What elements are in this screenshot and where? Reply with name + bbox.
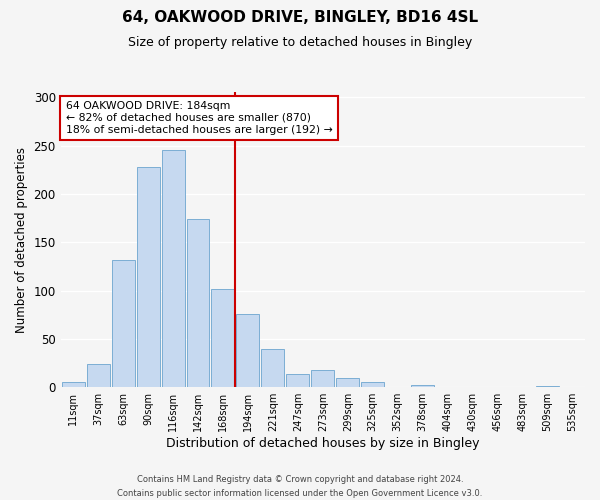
Bar [262, 348, 284, 387]
Bar [286, 374, 310, 387]
Y-axis label: Number of detached properties: Number of detached properties [15, 147, 28, 333]
Text: Contains HM Land Registry data © Crown copyright and database right 2024.
Contai: Contains HM Land Registry data © Crown c… [118, 476, 482, 498]
Bar [137, 167, 160, 387]
Bar [536, 386, 559, 387]
Bar [311, 370, 334, 387]
Text: 64 OAKWOOD DRIVE: 184sqm
← 82% of detached houses are smaller (870)
18% of semi-: 64 OAKWOOD DRIVE: 184sqm ← 82% of detach… [66, 102, 332, 134]
Bar [211, 288, 235, 387]
Bar [112, 260, 134, 387]
Bar [337, 378, 359, 387]
Bar [161, 150, 185, 387]
Bar [236, 314, 259, 387]
Bar [62, 382, 85, 387]
Text: Size of property relative to detached houses in Bingley: Size of property relative to detached ho… [128, 36, 472, 49]
Bar [411, 386, 434, 387]
Bar [361, 382, 384, 387]
Bar [187, 219, 209, 387]
Text: 64, OAKWOOD DRIVE, BINGLEY, BD16 4SL: 64, OAKWOOD DRIVE, BINGLEY, BD16 4SL [122, 10, 478, 25]
X-axis label: Distribution of detached houses by size in Bingley: Distribution of detached houses by size … [166, 437, 479, 450]
Bar [86, 364, 110, 387]
